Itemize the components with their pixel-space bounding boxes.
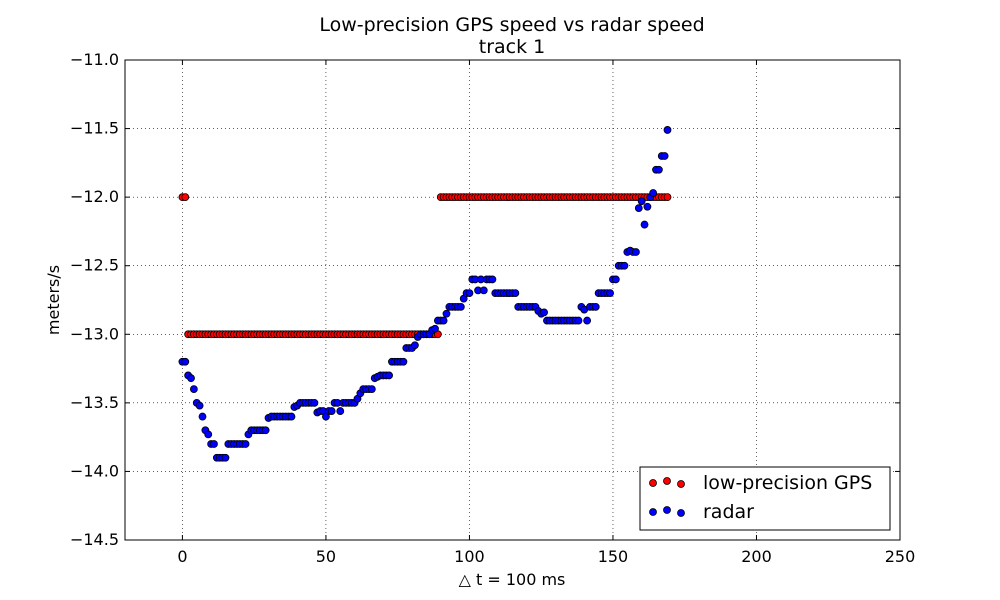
radar-point: [195, 401, 204, 410]
radar-point: [310, 398, 319, 407]
radar-point: [385, 371, 393, 380]
radar-point: [634, 204, 643, 213]
radar-point: [465, 289, 474, 298]
radar-point: [411, 341, 419, 350]
radar-point: [336, 407, 345, 415]
radar-point: [399, 357, 408, 366]
radar-point: [367, 385, 376, 394]
radar-point: [606, 289, 614, 298]
y-tick-label: −12.0: [70, 187, 119, 206]
radar-point: [261, 426, 270, 435]
gps-point: [181, 193, 190, 202]
radar-point: [583, 316, 592, 325]
legend-marker-radar-3: [677, 509, 685, 517]
radar-point: [189, 385, 198, 394]
radar-point: [187, 374, 195, 383]
radar-point: [620, 261, 629, 270]
radar-point: [663, 126, 672, 134]
chart-subtitle: track 1: [479, 36, 545, 58]
x-tick-label: 0: [177, 547, 187, 566]
legend: low-precision GPS radar: [639, 466, 891, 531]
x-tick-label: 250: [885, 547, 916, 566]
y-tick-label: −13.0: [70, 324, 119, 343]
radar-point: [198, 412, 207, 421]
y-tick-label: −14.5: [70, 530, 119, 549]
x-tick-label: 200: [741, 547, 772, 566]
y-tick-label: −14.0: [70, 461, 119, 480]
radar-point: [637, 197, 646, 206]
radar-point: [611, 275, 620, 284]
legend-marker-gps-1: [649, 479, 657, 487]
legend-marker-radar-1: [649, 508, 657, 516]
radar-point: [327, 407, 336, 415]
plot-frame: [124, 59, 901, 541]
legend-label-gps: low-precision GPS: [703, 472, 872, 494]
radar-point: [488, 275, 497, 284]
y-tick-label: −13.5: [70, 393, 119, 412]
chart-title: Low-precision GPS speed vs radar speed: [319, 14, 704, 36]
radar-point: [456, 302, 465, 311]
y-tick-label: −11.0: [70, 50, 119, 69]
radar-point: [210, 440, 218, 448]
y-tick-label: −12.5: [70, 256, 119, 275]
x-axis-label: △ t = 100 ms: [459, 570, 566, 589]
radar-point: [574, 316, 583, 325]
legend-entry-radar: radar: [649, 501, 754, 523]
data-points: [178, 126, 672, 462]
x-tick-label: 150: [598, 547, 629, 566]
axis-ticks: 0 50 100 150 200 250 −14.5 −14.0 −13.5 −13.0 −12.5…: [70, 50, 915, 566]
y-axis-label: meters/s: [44, 265, 63, 335]
radar-point: [591, 302, 600, 311]
radar-point: [511, 289, 520, 298]
legend-box: [639, 466, 891, 531]
radar-point: [540, 308, 548, 317]
radar-point: [640, 220, 649, 229]
radar-point: [632, 248, 640, 256]
legend-label-radar: radar: [703, 501, 754, 523]
radar-point: [204, 430, 213, 439]
radar-point: [287, 412, 296, 421]
radar-point: [649, 189, 658, 197]
radar-point: [221, 453, 230, 462]
radar-point: [241, 440, 250, 448]
y-tick-label: −11.5: [70, 119, 119, 138]
gps-point: [663, 193, 672, 202]
radar-point: [439, 316, 448, 325]
legend-marker-gps-3: [677, 480, 685, 488]
legend-entry-gps: low-precision GPS: [649, 472, 872, 494]
legend-marker-gps-2: [663, 477, 671, 485]
x-tick-label: 50: [316, 547, 336, 566]
radar-point: [431, 324, 439, 333]
radar-point: [181, 357, 190, 366]
radar-point: [643, 202, 652, 211]
legend-marker-radar-2: [663, 506, 671, 514]
radar-point: [479, 286, 488, 295]
radar-point: [654, 165, 663, 174]
radar-point: [442, 309, 451, 318]
radar-point: [660, 152, 669, 160]
x-tick-label: 100: [454, 547, 485, 566]
